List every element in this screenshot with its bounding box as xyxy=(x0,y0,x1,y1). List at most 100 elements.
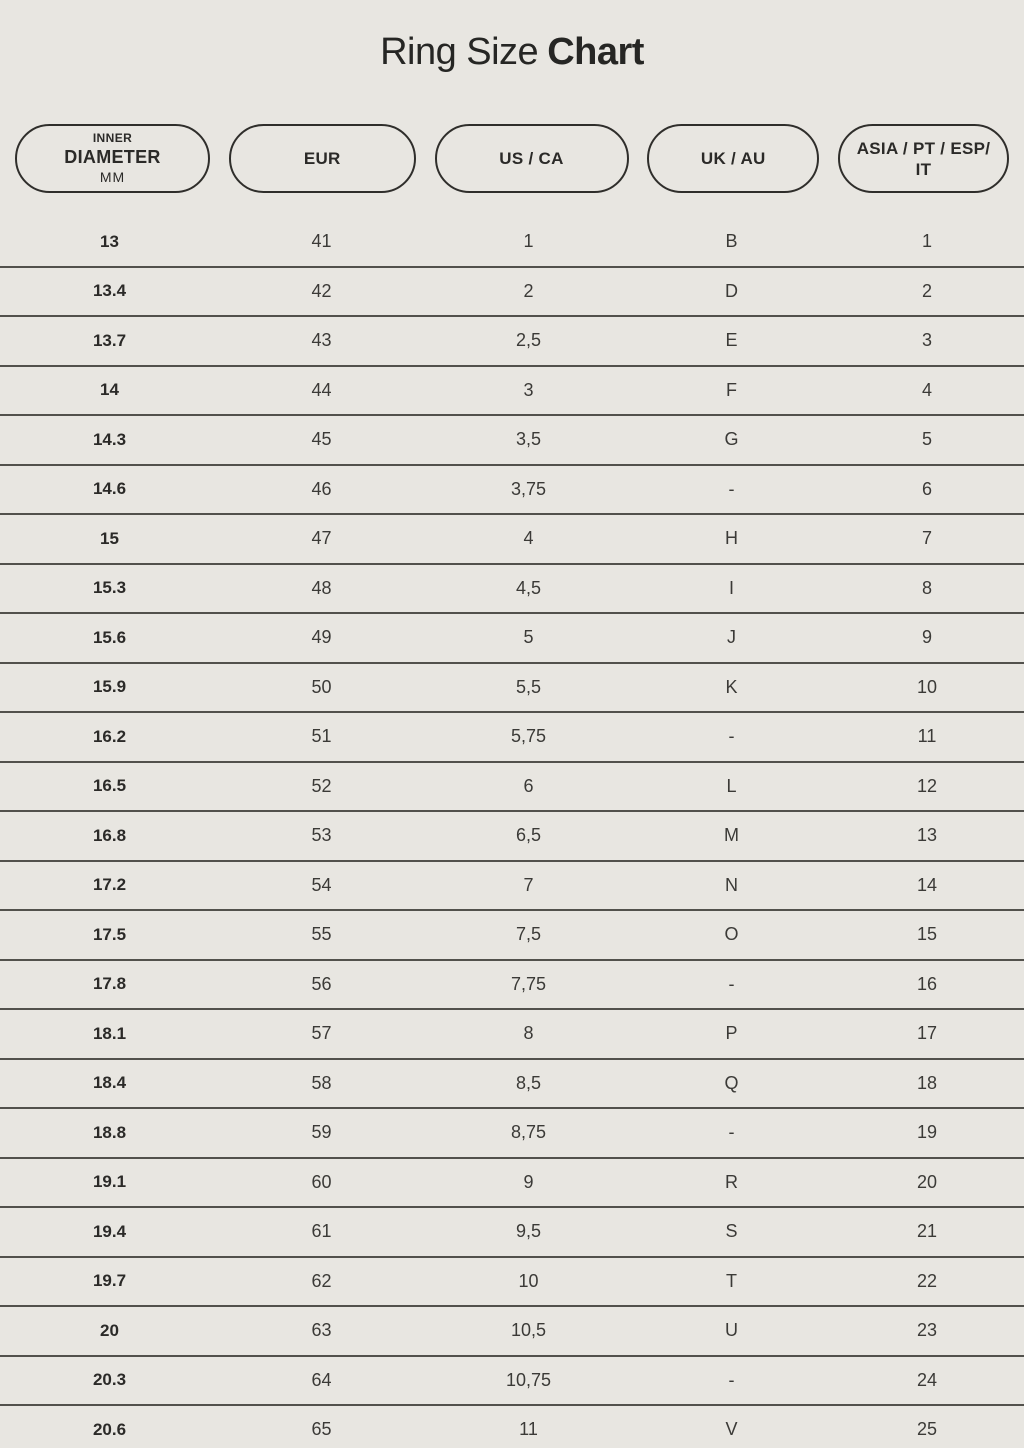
table-cell-asia-pt-esp-it: 10 xyxy=(916,676,938,697)
table-cell-asia-pt-esp-it: 3 xyxy=(921,330,932,351)
column-header-uk-au-label: UK / AU xyxy=(700,149,766,168)
table-row: 17.8 56 7,75 - 16 xyxy=(0,961,1024,1010)
table-row: 20 63 10,5 U 23 xyxy=(0,1307,1024,1357)
table-row: 13 41 1 B 1 xyxy=(0,218,1024,268)
table-row: 13.7 43 2,5 E 3 xyxy=(0,317,1024,367)
table-cell-uk-au: R xyxy=(725,1171,738,1192)
table-cell-us-ca: 5,5 xyxy=(515,676,542,697)
page-title: Ring Size Chart xyxy=(0,31,1024,74)
table-cell-us-ca: 7 xyxy=(523,874,534,895)
table-cell-uk-au: E xyxy=(725,330,738,351)
table-cell-uk-au: T xyxy=(726,1270,737,1291)
table-cell-inner-diameter-mm: 16.8 xyxy=(92,825,127,845)
table-cell-eur: 49 xyxy=(311,627,332,648)
column-header-inner-label: INNER xyxy=(92,131,133,145)
table-cell-inner-diameter-mm: 14.6 xyxy=(92,479,127,499)
table-cell-us-ca: 1 xyxy=(523,231,534,252)
table-cell-asia-pt-esp-it: 11 xyxy=(917,726,937,747)
table-cell-inner-diameter-mm: 13.4 xyxy=(92,281,127,301)
column-header-eur-label: EUR xyxy=(303,149,341,168)
table-cell-us-ca: 3 xyxy=(523,379,534,400)
table-cell-eur: 59 xyxy=(311,1122,332,1143)
table-row: 15 47 4 H 7 xyxy=(0,515,1024,565)
table-cell-inner-diameter-mm: 19.4 xyxy=(92,1221,127,1241)
table-cell-inner-diameter-mm: 15 xyxy=(100,528,119,548)
table-cell-asia-pt-esp-it: 19 xyxy=(916,1122,938,1143)
table-cell-asia-pt-esp-it: 5 xyxy=(921,429,932,450)
table-cell-asia-pt-esp-it: 17 xyxy=(916,1023,938,1044)
table-cell-asia-pt-esp-it: 23 xyxy=(916,1320,938,1341)
table-cell-eur: 65 xyxy=(311,1419,332,1440)
column-headers: INNER DIAMETER MM EUR US / CA UK / AU AS… xyxy=(0,124,1024,193)
table-cell-asia-pt-esp-it: 8 xyxy=(921,577,932,598)
table-cell-eur: 51 xyxy=(311,726,332,747)
ring-size-table: 13 41 1 B 1 13.4 42 2 D 2 13.7 43 2,5 E … xyxy=(0,218,1024,1448)
table-cell-us-ca: 6 xyxy=(523,775,534,796)
column-header-eur: EUR xyxy=(228,124,416,193)
table-cell-us-ca: 4 xyxy=(523,528,534,549)
table-cell-uk-au: V xyxy=(725,1419,738,1440)
table-cell-eur: 62 xyxy=(311,1270,332,1291)
page-title-bold: Chart xyxy=(547,31,644,73)
table-cell-asia-pt-esp-it: 2 xyxy=(921,280,932,301)
table-row: 13.4 42 2 D 2 xyxy=(0,268,1024,317)
table-cell-asia-pt-esp-it: 7 xyxy=(921,528,932,549)
table-cell-asia-pt-esp-it: 6 xyxy=(921,478,932,499)
table-cell-uk-au: - xyxy=(728,973,735,994)
table-cell-inner-diameter-mm: 17.8 xyxy=(92,974,127,994)
table-cell-us-ca: 3,5 xyxy=(515,429,542,450)
table-cell-uk-au: S xyxy=(725,1221,738,1242)
column-header-diameter-label: DIAMETER xyxy=(64,147,161,167)
table-cell-inner-diameter-mm: 19.7 xyxy=(92,1271,127,1291)
table-cell-us-ca: 4,5 xyxy=(515,577,542,598)
table-cell-uk-au: D xyxy=(725,280,738,301)
table-row: 15.9 50 5,5 K 10 xyxy=(0,664,1024,713)
table-cell-inner-diameter-mm: 15.9 xyxy=(92,677,127,697)
table-cell-us-ca: 8,75 xyxy=(510,1122,547,1143)
column-header-asia-label-line2: IT xyxy=(915,159,932,179)
table-row: 20.6 65 11 V 25 xyxy=(0,1406,1024,1448)
table-cell-inner-diameter-mm: 19.1 xyxy=(92,1172,127,1192)
page-title-regular: Ring Size xyxy=(380,31,539,73)
table-cell-eur: 64 xyxy=(311,1369,332,1390)
table-cell-eur: 60 xyxy=(311,1171,332,1192)
table-cell-us-ca: 8 xyxy=(523,1023,534,1044)
table-cell-asia-pt-esp-it: 18 xyxy=(916,1072,938,1093)
table-cell-asia-pt-esp-it: 15 xyxy=(916,924,938,945)
table-cell-eur: 42 xyxy=(311,280,332,301)
column-header-mm-label: MM xyxy=(99,169,126,185)
table-row: 17.2 54 7 N 14 xyxy=(0,862,1024,911)
table-cell-eur: 63 xyxy=(311,1320,332,1341)
table-cell-us-ca: 2 xyxy=(523,280,534,301)
table-row: 16.8 53 6,5 M 13 xyxy=(0,812,1024,862)
table-cell-inner-diameter-mm: 17.2 xyxy=(92,875,127,895)
table-cell-uk-au: - xyxy=(728,478,735,499)
column-header-us-ca-label: US / CA xyxy=(499,149,564,168)
table-cell-inner-diameter-mm: 14 xyxy=(100,380,119,400)
table-cell-uk-au: Q xyxy=(724,1072,739,1093)
table-cell-inner-diameter-mm: 20.6 xyxy=(92,1419,127,1439)
table-row: 16.5 52 6 L 12 xyxy=(0,763,1024,812)
table-cell-us-ca: 6,5 xyxy=(515,825,542,846)
column-header-inner-diameter-mm: INNER DIAMETER MM xyxy=(15,124,210,193)
table-cell-eur: 61 xyxy=(311,1221,332,1242)
table-cell-us-ca: 9,5 xyxy=(515,1221,542,1242)
table-cell-uk-au: O xyxy=(724,924,739,945)
table-cell-eur: 57 xyxy=(311,1023,332,1044)
table-cell-asia-pt-esp-it: 9 xyxy=(921,627,932,648)
table-cell-uk-au: L xyxy=(726,775,737,796)
table-row: 14.6 46 3,75 - 6 xyxy=(0,466,1024,515)
table-cell-eur: 45 xyxy=(311,429,332,450)
table-row: 17.5 55 7,5 O 15 xyxy=(0,911,1024,961)
table-cell-us-ca: 10,5 xyxy=(510,1320,547,1341)
table-row: 14.3 45 3,5 G 5 xyxy=(0,416,1024,466)
table-cell-us-ca: 11 xyxy=(519,1419,538,1440)
table-cell-uk-au: J xyxy=(727,627,736,648)
table-cell-us-ca: 7,5 xyxy=(515,924,542,945)
table-cell-uk-au: I xyxy=(728,577,734,598)
table-row: 15.6 49 5 J 9 xyxy=(0,614,1024,664)
table-cell-uk-au: K xyxy=(725,676,738,697)
table-cell-inner-diameter-mm: 14.3 xyxy=(92,429,127,449)
table-cell-us-ca: 9 xyxy=(523,1171,534,1192)
table-cell-inner-diameter-mm: 15.3 xyxy=(92,578,127,598)
